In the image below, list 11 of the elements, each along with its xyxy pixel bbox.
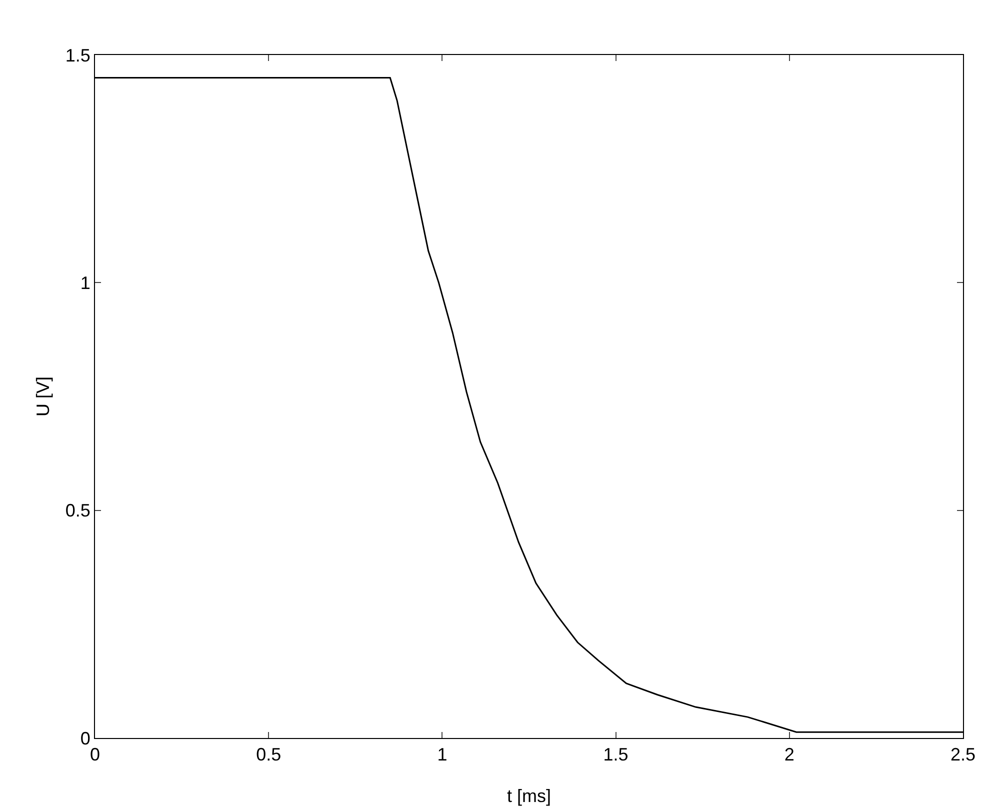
x-tick-label: 2.5 bbox=[950, 744, 976, 765]
x-tick-label: 1.5 bbox=[603, 744, 628, 765]
y-tick-label: 1 bbox=[80, 272, 90, 293]
x-tick-label: 1 bbox=[437, 744, 448, 765]
y-tick-label: 0 bbox=[80, 728, 90, 748]
y-tick-label: 1.5 bbox=[65, 45, 90, 66]
x-axis-title: t [ms] bbox=[507, 786, 551, 806]
x-tick-label: 2 bbox=[784, 744, 794, 765]
y-axis-title: U [V] bbox=[33, 376, 53, 417]
x-tick-label: 0.5 bbox=[256, 744, 282, 765]
y-tick-label: 0.5 bbox=[65, 500, 90, 521]
